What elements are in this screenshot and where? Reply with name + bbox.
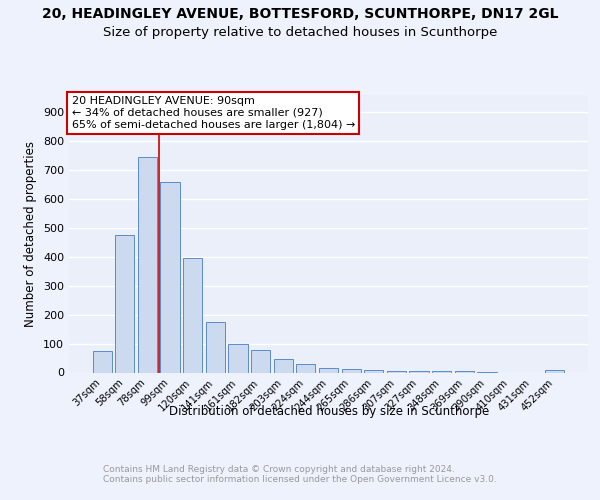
Text: 20 HEADINGLEY AVENUE: 90sqm
← 34% of detached houses are smaller (927)
65% of se: 20 HEADINGLEY AVENUE: 90sqm ← 34% of det… [71, 96, 355, 130]
Text: Distribution of detached houses by size in Scunthorpe: Distribution of detached houses by size … [169, 405, 489, 418]
Bar [206, 322, 225, 372]
Bar [455, 371, 474, 372]
Text: 20, HEADINGLEY AVENUE, BOTTESFORD, SCUNTHORPE, DN17 2GL: 20, HEADINGLEY AVENUE, BOTTESFORD, SCUNT… [42, 8, 558, 22]
Text: Contains HM Land Registry data © Crown copyright and database right 2024.
Contai: Contains HM Land Registry data © Crown c… [103, 465, 497, 484]
Bar [364, 370, 383, 372]
Bar [160, 182, 180, 372]
Text: Size of property relative to detached houses in Scunthorpe: Size of property relative to detached ho… [103, 26, 497, 39]
Bar [387, 371, 406, 372]
Bar [138, 157, 157, 372]
Bar [341, 368, 361, 372]
Bar [296, 364, 316, 372]
Y-axis label: Number of detached properties: Number of detached properties [25, 141, 37, 327]
Bar [545, 370, 565, 372]
Bar [251, 350, 270, 372]
Bar [183, 258, 202, 372]
Bar [319, 368, 338, 372]
Bar [432, 371, 451, 372]
Bar [274, 360, 293, 372]
Bar [115, 235, 134, 372]
Bar [92, 351, 112, 372]
Bar [229, 344, 248, 372]
Bar [409, 371, 428, 372]
